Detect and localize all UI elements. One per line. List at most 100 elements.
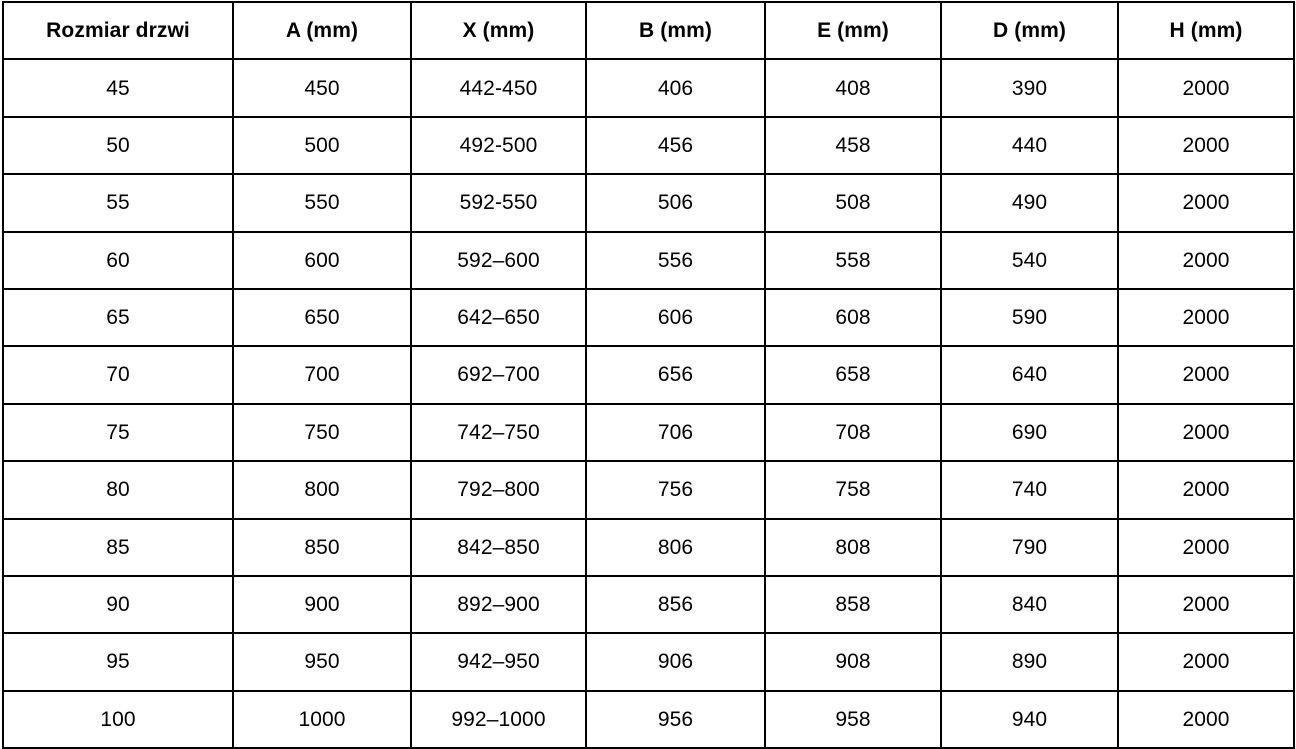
cell-d: 690 xyxy=(940,402,1119,463)
cell-e: 608 xyxy=(764,287,942,348)
cell-size: 55 xyxy=(2,173,234,233)
cell-b: 806 xyxy=(585,517,766,577)
cell-b: 556 xyxy=(585,230,766,290)
table-row: 100 1000 992–1000 956 958 940 2000 xyxy=(2,689,1295,749)
cell-a: 750 xyxy=(232,402,412,463)
table-row: 80 800 792–800 756 758 740 2000 xyxy=(2,460,1295,520)
column-header-x: X (mm) xyxy=(410,0,587,61)
table-body: 45 450 442-450 406 408 390 2000 50 500 492-500 456… xyxy=(2,58,1295,749)
cell-e: 458 xyxy=(764,115,942,176)
cell-size: 100 xyxy=(2,689,234,749)
cell-x: 492-500 xyxy=(410,115,587,176)
cell-x: 442-450 xyxy=(410,58,587,118)
cell-h: 2000 xyxy=(1117,345,1295,405)
cell-b: 956 xyxy=(585,689,766,749)
cell-h: 2000 xyxy=(1117,115,1295,176)
cell-h: 2000 xyxy=(1117,173,1295,233)
table-header-row: Rozmiar drzwi A (mm) X (mm) B (mm) E (mm) D (… xyxy=(2,0,1295,61)
cell-x: 742–750 xyxy=(410,402,587,463)
cell-size: 60 xyxy=(2,230,234,290)
cell-h: 2000 xyxy=(1117,632,1295,692)
table-row: 85 850 842–850 806 808 790 2000 xyxy=(2,517,1295,577)
cell-d: 540 xyxy=(940,230,1119,290)
cell-d: 390 xyxy=(940,58,1119,118)
cell-e: 958 xyxy=(764,689,942,749)
cell-size: 85 xyxy=(2,517,234,577)
cell-h: 2000 xyxy=(1117,574,1295,635)
column-header-e: E (mm) xyxy=(764,0,942,61)
table-row: 50 500 492-500 456 458 440 2000 xyxy=(2,115,1295,176)
cell-size: 90 xyxy=(2,574,234,635)
column-header-b: B (mm) xyxy=(585,0,766,61)
cell-h: 2000 xyxy=(1117,402,1295,463)
cell-d: 640 xyxy=(940,345,1119,405)
table-header: Rozmiar drzwi A (mm) X (mm) B (mm) E (mm) D (… xyxy=(2,0,1295,61)
cell-x: 942–950 xyxy=(410,632,587,692)
cell-a: 650 xyxy=(232,287,412,348)
cell-d: 940 xyxy=(940,689,1119,749)
cell-b: 706 xyxy=(585,402,766,463)
cell-e: 808 xyxy=(764,517,942,577)
table-row: 70 700 692–700 656 658 640 2000 xyxy=(2,345,1295,405)
cell-e: 858 xyxy=(764,574,942,635)
cell-a: 1000 xyxy=(232,689,412,749)
cell-h: 2000 xyxy=(1117,517,1295,577)
table-row: 65 650 642–650 606 608 590 2000 xyxy=(2,287,1295,348)
cell-size: 45 xyxy=(2,58,234,118)
table-row: 45 450 442-450 406 408 390 2000 xyxy=(2,58,1295,118)
cell-e: 508 xyxy=(764,173,942,233)
cell-h: 2000 xyxy=(1117,230,1295,290)
cell-d: 440 xyxy=(940,115,1119,176)
cell-h: 2000 xyxy=(1117,689,1295,749)
cell-x: 592-550 xyxy=(410,173,587,233)
cell-b: 756 xyxy=(585,460,766,520)
table-row: 55 550 592-550 506 508 490 2000 xyxy=(2,173,1295,233)
cell-x: 892–900 xyxy=(410,574,587,635)
table-row: 90 900 892–900 856 858 840 2000 xyxy=(2,574,1295,635)
cell-b: 456 xyxy=(585,115,766,176)
column-header-size: Rozmiar drzwi xyxy=(2,0,234,61)
cell-h: 2000 xyxy=(1117,287,1295,348)
cell-a: 950 xyxy=(232,632,412,692)
cell-x: 592–600 xyxy=(410,230,587,290)
cell-a: 700 xyxy=(232,345,412,405)
cell-d: 590 xyxy=(940,287,1119,348)
cell-a: 850 xyxy=(232,517,412,577)
cell-a: 900 xyxy=(232,574,412,635)
cell-size: 80 xyxy=(2,460,234,520)
cell-e: 758 xyxy=(764,460,942,520)
cell-a: 550 xyxy=(232,173,412,233)
cell-a: 600 xyxy=(232,230,412,290)
cell-e: 908 xyxy=(764,632,942,692)
cell-size: 65 xyxy=(2,287,234,348)
cell-h: 2000 xyxy=(1117,460,1295,520)
table-row: 60 600 592–600 556 558 540 2000 xyxy=(2,230,1295,290)
cell-d: 840 xyxy=(940,574,1119,635)
cell-x: 792–800 xyxy=(410,460,587,520)
cell-d: 890 xyxy=(940,632,1119,692)
cell-a: 500 xyxy=(232,115,412,176)
cell-d: 790 xyxy=(940,517,1119,577)
cell-h: 2000 xyxy=(1117,58,1295,118)
cell-a: 450 xyxy=(232,58,412,118)
cell-d: 490 xyxy=(940,173,1119,233)
cell-x: 642–650 xyxy=(410,287,587,348)
cell-b: 606 xyxy=(585,287,766,348)
column-header-h: H (mm) xyxy=(1117,0,1295,61)
cell-b: 906 xyxy=(585,632,766,692)
cell-d: 740 xyxy=(940,460,1119,520)
cell-size: 95 xyxy=(2,632,234,692)
cell-b: 406 xyxy=(585,58,766,118)
cell-b: 856 xyxy=(585,574,766,635)
cell-e: 558 xyxy=(764,230,942,290)
column-header-a: A (mm) xyxy=(232,0,412,61)
cell-size: 50 xyxy=(2,115,234,176)
table-row: 75 750 742–750 706 708 690 2000 xyxy=(2,402,1295,463)
cell-e: 658 xyxy=(764,345,942,405)
cell-b: 656 xyxy=(585,345,766,405)
column-header-d: D (mm) xyxy=(940,0,1119,61)
table-row: 95 950 942–950 906 908 890 2000 xyxy=(2,632,1295,692)
cell-size: 70 xyxy=(2,345,234,405)
